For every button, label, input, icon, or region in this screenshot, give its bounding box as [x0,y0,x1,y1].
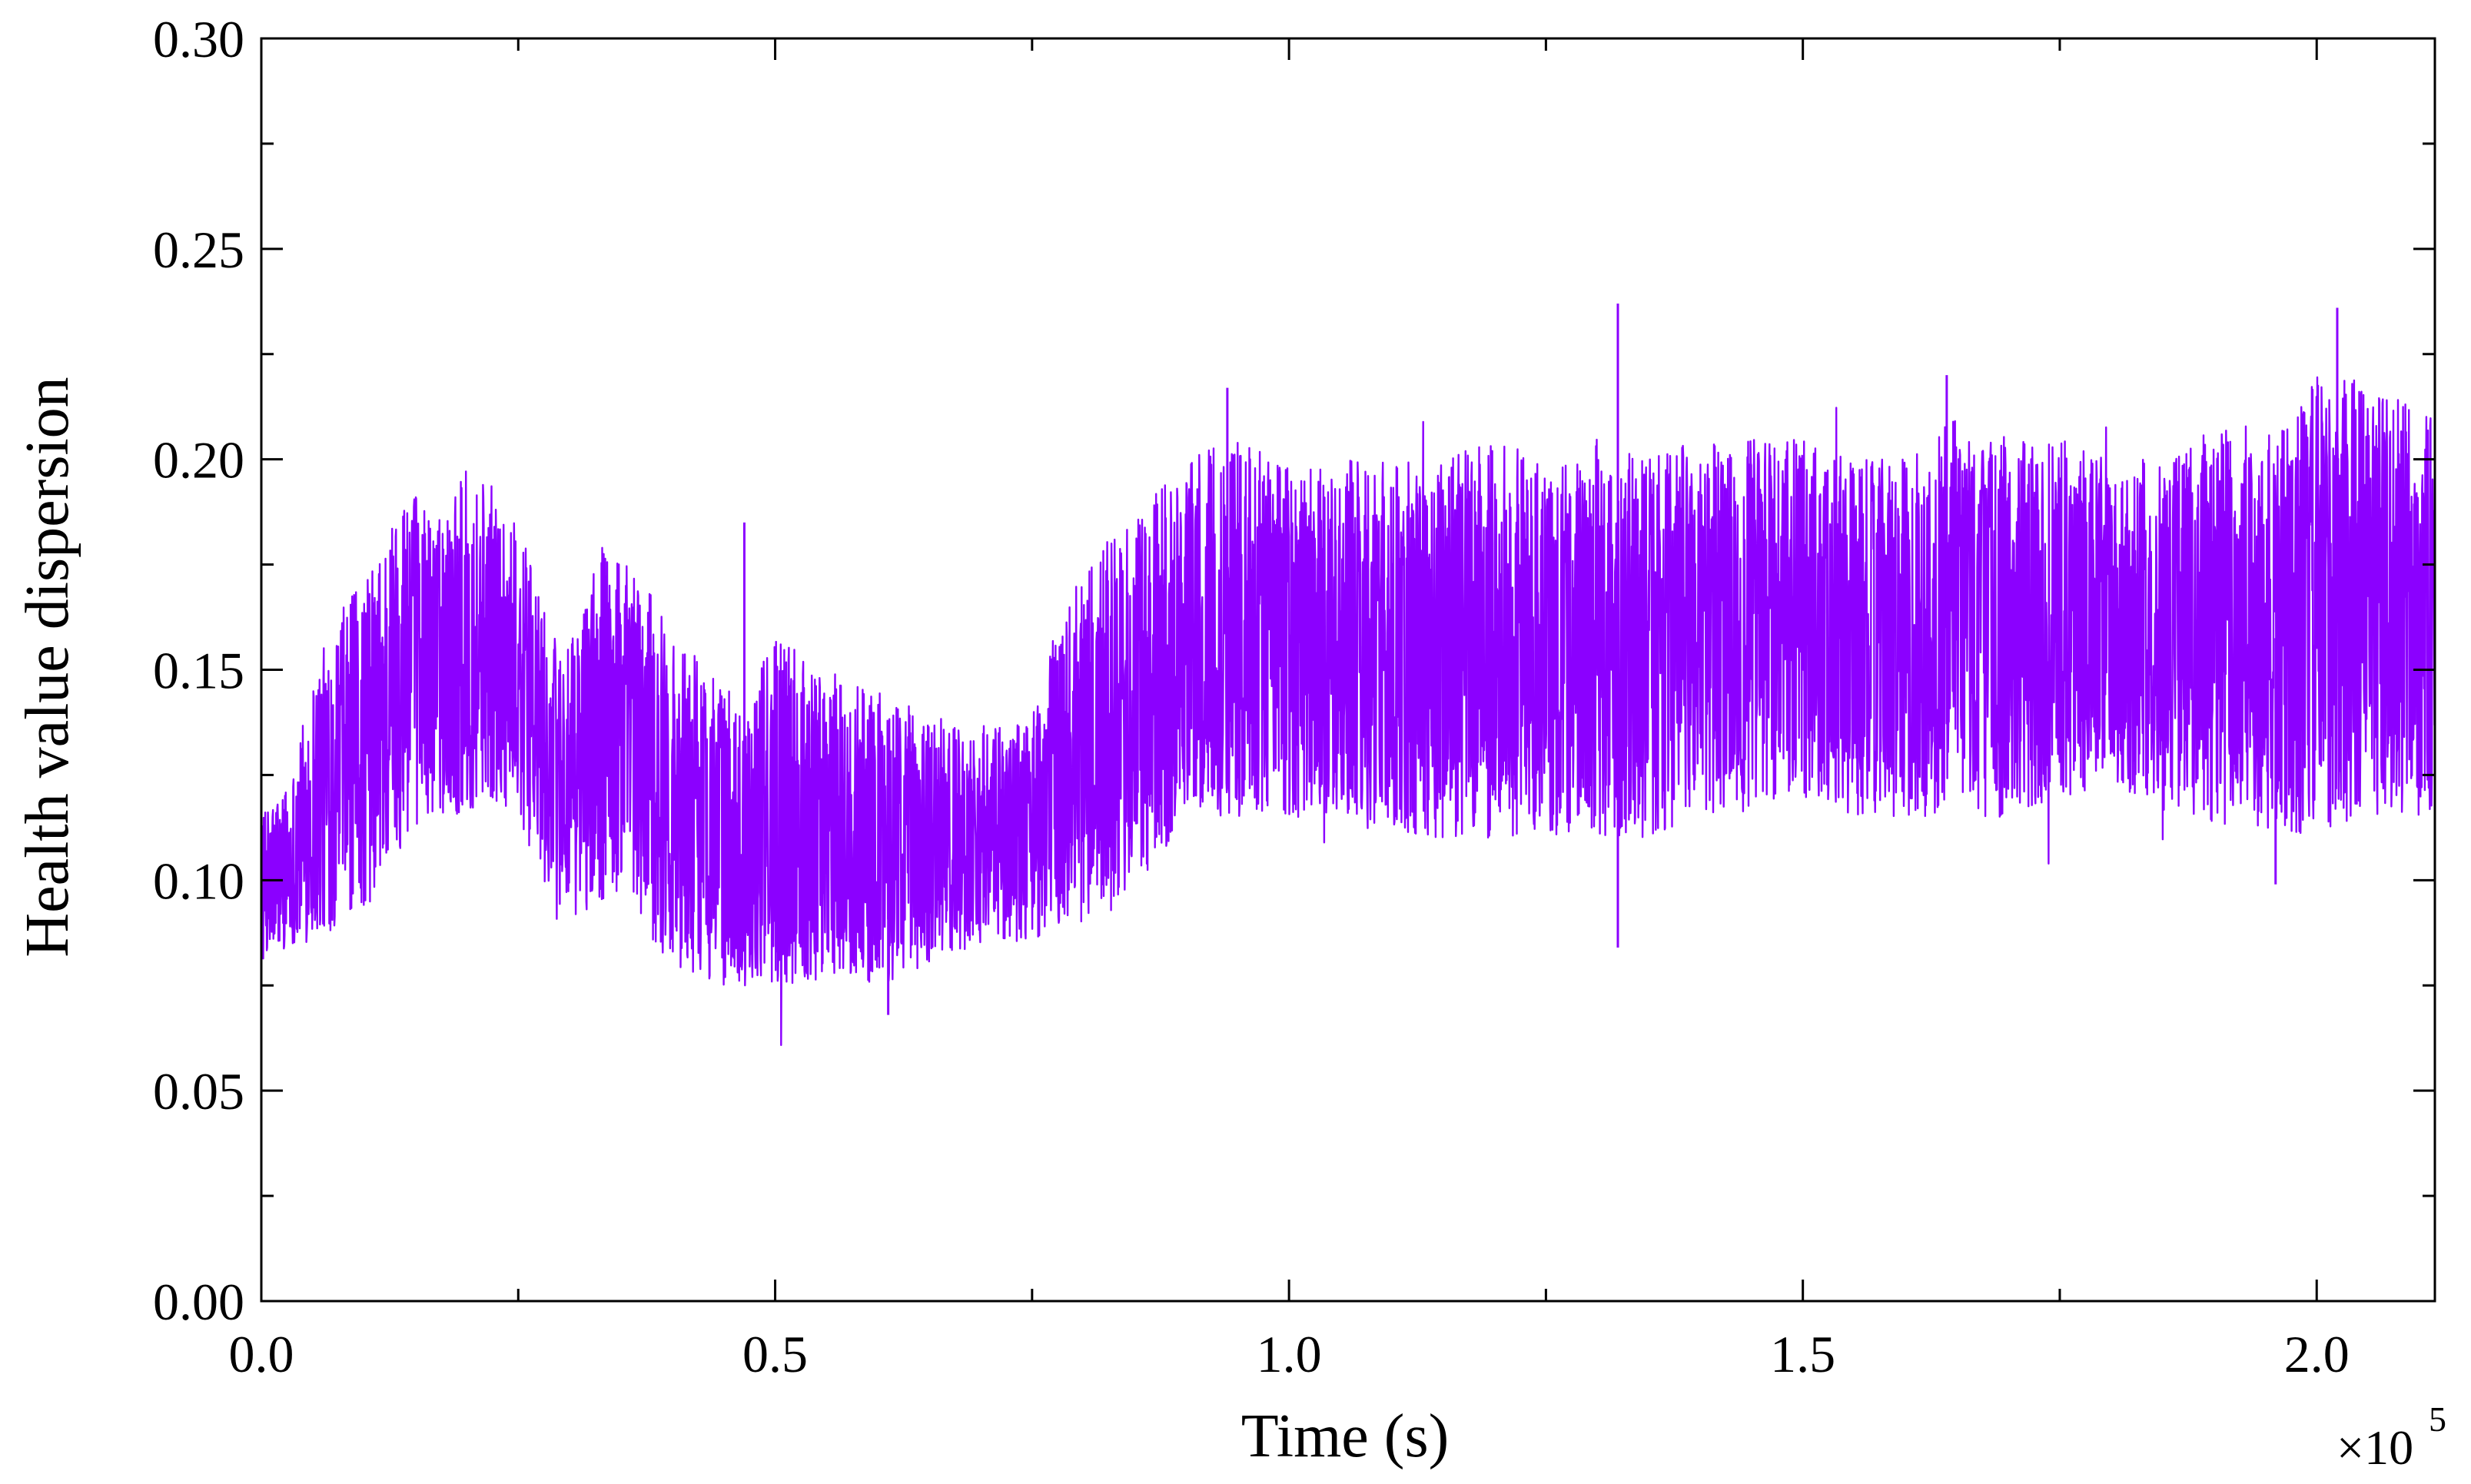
y-tick-label: 0.30 [153,10,244,68]
x-axis-title: Time (s) [1241,1403,1449,1470]
y-tick-label: 0.20 [153,431,244,490]
x-tick-label: 0.0 [229,1325,294,1383]
x-axis-multiplier-base: ×10 [2336,1420,2413,1475]
x-axis-multiplier-exponent: 5 [2429,1399,2446,1439]
y-tick-label: 0.25 [153,221,244,279]
x-tick-label: 1.0 [1257,1325,1322,1383]
x-tick-label: 2.0 [2284,1325,2350,1383]
y-axis: 0.00 0.05 0.10 0.15 0.20 0.25 0.30 [153,10,2435,1331]
signal-line [260,376,2436,1047]
x-tick-label: 1.5 [1770,1325,1835,1383]
y-tick-label: 0.05 [153,1062,244,1120]
y-axis-title: Health value dispersion [14,377,81,957]
x-axis-multiplier: ×10 [2336,1420,2413,1475]
y-tick-label: 0.10 [153,852,244,910]
signal-series [260,304,2436,1047]
x-tick-label: 0.5 [742,1325,808,1383]
y-tick-label: 0.15 [153,642,244,700]
x-axis: 0.0 0.5 1.0 1.5 2.0 [229,38,2350,1383]
y-tick-label: 0.00 [153,1273,244,1331]
